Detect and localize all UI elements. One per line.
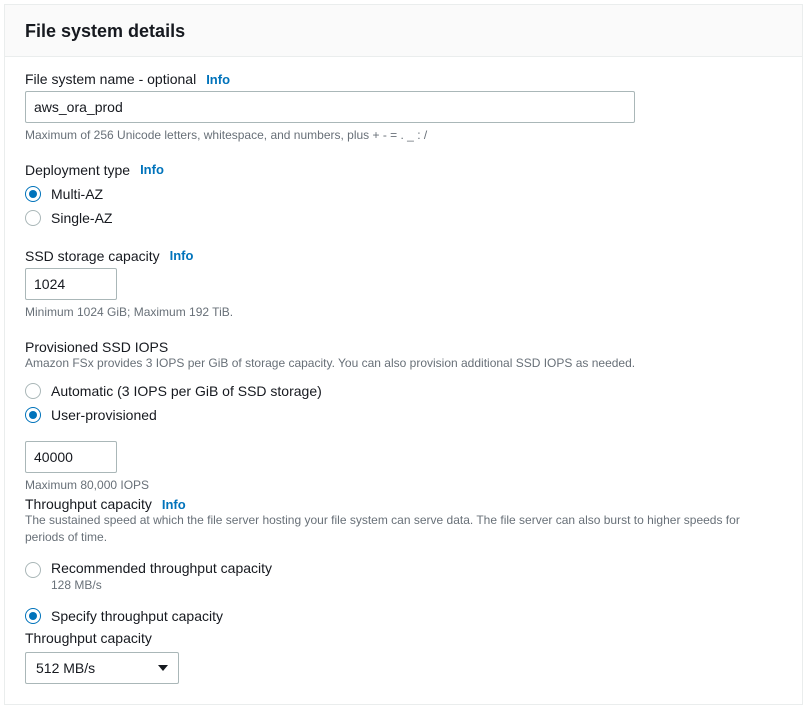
name-input[interactable] bbox=[25, 91, 635, 123]
deployment-field: Deployment type Info Multi-AZ Single-AZ bbox=[25, 162, 782, 230]
name-label-row: File system name - optional Info bbox=[25, 71, 782, 87]
radio-icon bbox=[25, 210, 41, 226]
deployment-info-link[interactable]: Info bbox=[140, 162, 164, 177]
iops-label: Provisioned SSD IOPS bbox=[25, 339, 782, 355]
radio-label: Single-AZ bbox=[51, 210, 112, 226]
caret-down-icon bbox=[158, 665, 168, 671]
throughput-select[interactable]: 512 MB/s bbox=[25, 652, 179, 684]
deployment-label-row: Deployment type Info bbox=[25, 162, 782, 178]
throughput-label-row: Throughput capacity Info bbox=[25, 496, 782, 512]
panel-title: File system details bbox=[25, 21, 782, 42]
ssd-info-link[interactable]: Info bbox=[170, 248, 194, 263]
ssd-field: SSD storage capacity Info Minimum 1024 G… bbox=[25, 248, 782, 321]
ssd-input[interactable] bbox=[25, 268, 117, 300]
deployment-option-single-az[interactable]: Single-AZ bbox=[25, 206, 782, 230]
radio-label: User-provisioned bbox=[51, 407, 157, 423]
iops-input-row bbox=[25, 441, 782, 473]
radio-icon bbox=[25, 186, 41, 202]
panel-header: File system details bbox=[5, 5, 802, 57]
ssd-label: SSD storage capacity bbox=[25, 248, 160, 264]
radio-icon bbox=[25, 383, 41, 399]
iops-input[interactable] bbox=[25, 441, 117, 473]
ssd-input-row bbox=[25, 268, 782, 300]
deployment-label: Deployment type bbox=[25, 162, 130, 178]
radio-label: Recommended throughput capacity bbox=[51, 560, 272, 576]
name-hint: Maximum of 256 Unicode letters, whitespa… bbox=[25, 127, 782, 144]
throughput-desc: The sustained speed at which the file se… bbox=[25, 512, 782, 546]
throughput-select-wrap: 512 MB/s bbox=[25, 652, 179, 684]
radio-icon bbox=[25, 608, 41, 624]
throughput-option-text: Recommended throughput capacity 128 MB/s bbox=[51, 560, 272, 594]
ssd-hint: Minimum 1024 GiB; Maximum 192 TiB. bbox=[25, 304, 782, 321]
radio-icon bbox=[25, 407, 41, 423]
iops-options: Automatic (3 IOPS per GiB of SSD storage… bbox=[25, 379, 782, 427]
name-info-link[interactable]: Info bbox=[206, 72, 230, 87]
radio-label: Automatic (3 IOPS per GiB of SSD storage… bbox=[51, 383, 322, 399]
iops-option-automatic[interactable]: Automatic (3 IOPS per GiB of SSD storage… bbox=[25, 379, 782, 403]
throughput-option-recommended[interactable]: Recommended throughput capacity 128 MB/s bbox=[25, 554, 782, 598]
throughput-option-specify[interactable]: Specify throughput capacity bbox=[25, 604, 782, 628]
file-system-details-panel: File system details File system name - o… bbox=[4, 4, 803, 705]
radio-label: Multi-AZ bbox=[51, 186, 103, 202]
throughput-options: Recommended throughput capacity 128 MB/s… bbox=[25, 554, 782, 628]
iops-option-user-provisioned[interactable]: User-provisioned bbox=[25, 403, 782, 427]
name-label: File system name - optional bbox=[25, 71, 196, 87]
iops-desc: Amazon FSx provides 3 IOPS per GiB of st… bbox=[25, 355, 782, 372]
iops-hint: Maximum 80,000 IOPS bbox=[25, 477, 782, 494]
panel-body: File system name - optional Info Maximum… bbox=[5, 57, 802, 704]
throughput-select-label: Throughput capacity bbox=[25, 630, 782, 646]
name-field: File system name - optional Info Maximum… bbox=[25, 71, 782, 144]
deployment-option-multi-az[interactable]: Multi-AZ bbox=[25, 182, 782, 206]
throughput-option-sub: 128 MB/s bbox=[51, 578, 102, 592]
ssd-label-row: SSD storage capacity Info bbox=[25, 248, 782, 264]
throughput-field: Throughput capacity Info The sustained s… bbox=[25, 496, 782, 683]
radio-label: Specify throughput capacity bbox=[51, 608, 223, 624]
radio-icon bbox=[25, 562, 41, 578]
iops-field: Provisioned SSD IOPS Amazon FSx provides… bbox=[25, 339, 782, 495]
throughput-info-link[interactable]: Info bbox=[162, 497, 186, 512]
throughput-label: Throughput capacity bbox=[25, 496, 152, 512]
throughput-select-value: 512 MB/s bbox=[36, 660, 95, 676]
